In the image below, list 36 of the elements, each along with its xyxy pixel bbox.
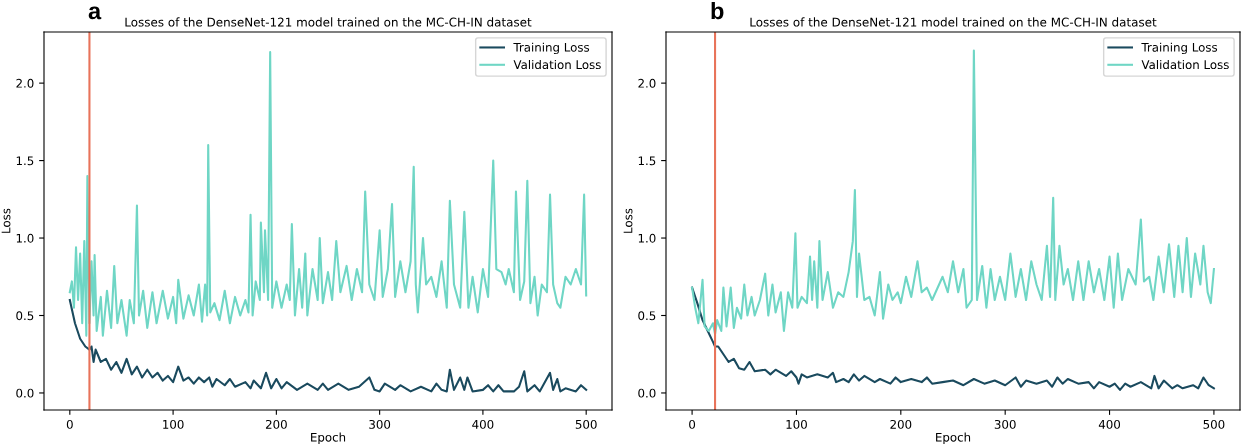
y-tick-label: 2.0 xyxy=(16,78,34,88)
x-tick-label: 100 xyxy=(786,419,807,429)
x-tick-label: 100 xyxy=(163,419,184,429)
x-tick-label: 0 xyxy=(689,419,696,429)
legend-label: Validation Loss xyxy=(513,59,601,70)
y-tick-label: 0.5 xyxy=(638,311,656,321)
line-series xyxy=(68,298,588,393)
legend-label: Training Loss xyxy=(513,42,590,55)
y-tick-label: 0.5 xyxy=(16,311,34,321)
legend-label: Training Loss xyxy=(1141,42,1218,55)
text: b xyxy=(711,1,724,20)
y-tick-label: 0.0 xyxy=(16,388,34,398)
y-axis-title: Loss xyxy=(623,208,633,233)
x-tick-label: 500 xyxy=(575,419,597,429)
x-axis-title: Epoch xyxy=(936,432,971,444)
chart-title: Losses of the DenseNet-121 model trained on the MC-CH-IN dataset xyxy=(125,17,532,27)
x-axis-title: Epoch xyxy=(311,432,346,444)
y-tick-label: 1.0 xyxy=(638,233,656,243)
y-tick-label: 1.5 xyxy=(638,156,656,166)
y-tick-label: 2.0 xyxy=(638,78,656,88)
text: a xyxy=(88,6,102,20)
x-tick-label: 500 xyxy=(1203,419,1225,429)
y-tick-label: 1.0 xyxy=(16,233,34,243)
x-tick-label: 300 xyxy=(369,419,391,429)
chart-title: Losses of the DenseNet-121 model trained on the MC-CH-IN dataset xyxy=(750,17,1157,27)
x-tick-label: 200 xyxy=(890,419,912,429)
legend-label: Validation Loss xyxy=(1141,59,1229,70)
y-tick-label: 0.0 xyxy=(638,388,656,398)
x-tick-label: 400 xyxy=(1098,419,1121,429)
x-tick-label: 200 xyxy=(265,419,287,429)
x-tick-label: 0 xyxy=(66,419,73,429)
x-tick-label: 400 xyxy=(472,419,494,429)
y-tick-label: 1.5 xyxy=(16,156,34,166)
line-series xyxy=(691,286,1215,391)
x-tick-label: 300 xyxy=(994,419,1016,429)
y-axis-title: Loss xyxy=(1,208,11,233)
